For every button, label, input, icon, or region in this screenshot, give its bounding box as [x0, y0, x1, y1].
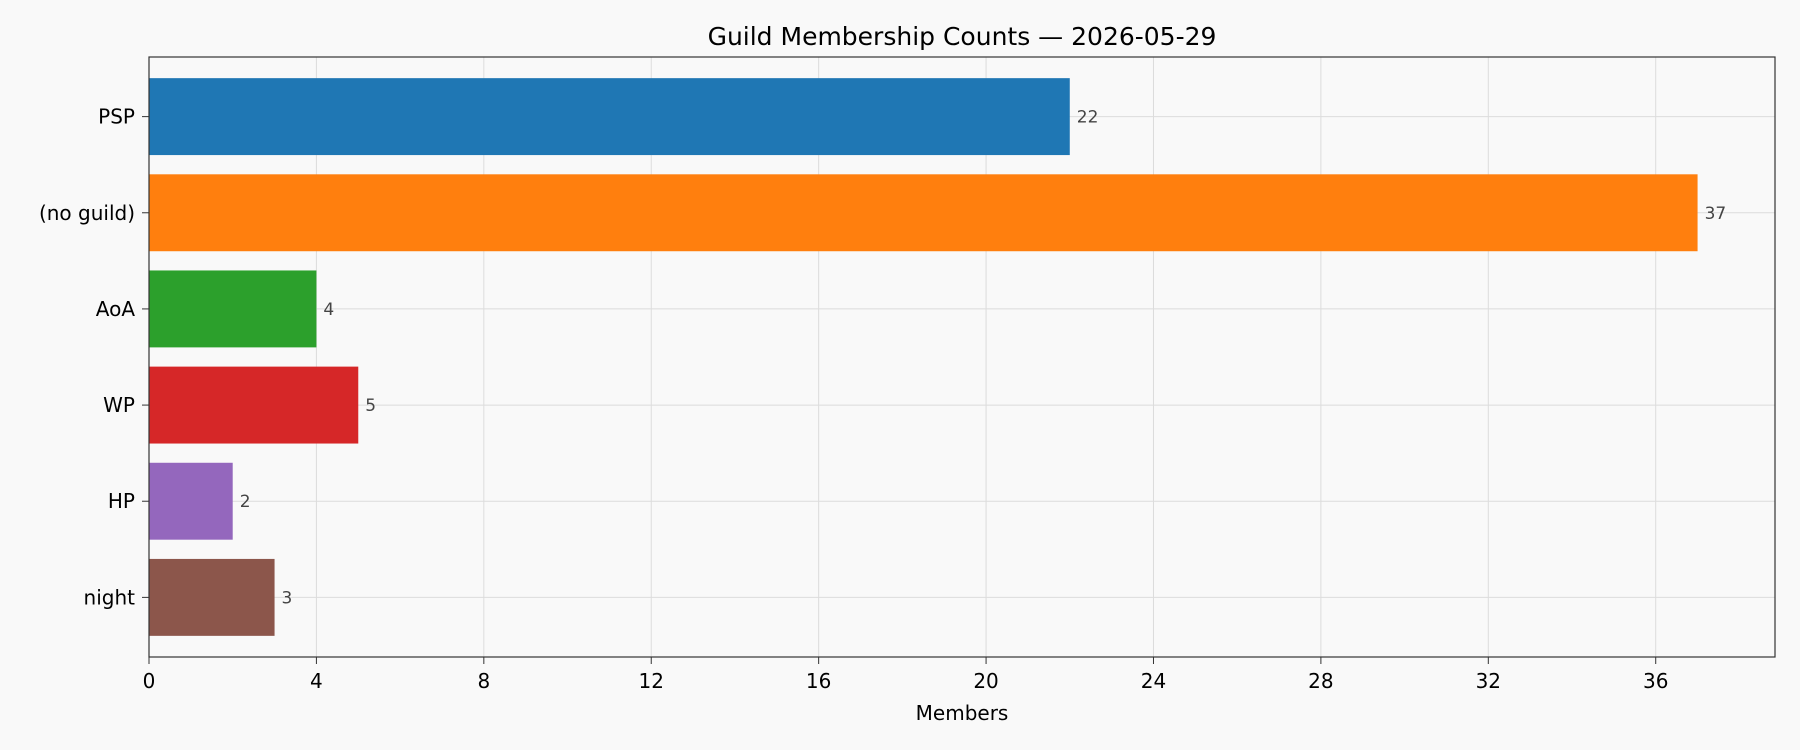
plot-frame	[148, 56, 1776, 658]
bar	[149, 366, 359, 444]
bar-value-label: 3	[282, 588, 293, 608]
y-tick-label: AoA	[96, 297, 136, 321]
plot-background	[149, 57, 1775, 657]
x-tick-label: 24	[1141, 669, 1166, 693]
y-tick-label: WP	[103, 393, 135, 417]
bar-value-label: 2	[240, 492, 251, 512]
x-tick-label: 0	[143, 669, 156, 693]
x-tick-label: 36	[1643, 669, 1668, 693]
bar-value-label: 4	[323, 300, 334, 320]
data-labels: 22 37 4 5 2 3	[240, 108, 1727, 609]
y-axis: PSP (no guild) AoA WP HP night	[39, 105, 149, 609]
y-tick-label: PSP	[98, 105, 135, 129]
bar	[149, 174, 1698, 252]
bar-value-label: 22	[1077, 108, 1099, 128]
bars	[149, 78, 1698, 636]
x-tick-label: 4	[310, 669, 323, 693]
bar	[149, 270, 317, 348]
y-tick-label: night	[84, 585, 136, 609]
x-axis: 0 4 8 12 16 20 24 28 32 36	[143, 657, 1668, 693]
bar	[149, 462, 233, 540]
bar-value-label: 37	[1705, 204, 1727, 224]
x-tick-label: 20	[973, 669, 998, 693]
x-tick-label: 12	[639, 669, 664, 693]
x-tick-label: 32	[1476, 669, 1501, 693]
y-tick-label: (no guild)	[39, 201, 135, 225]
bar	[149, 558, 275, 636]
x-axis-label: Members	[916, 701, 1009, 725]
bar	[149, 78, 1070, 156]
y-tick-label: HP	[108, 489, 135, 513]
x-tick-label: 16	[806, 669, 831, 693]
chart-title: Guild Membership Counts — 2026-05-29	[708, 22, 1217, 51]
x-tick-label: 28	[1308, 669, 1333, 693]
bar-value-label: 5	[365, 396, 376, 416]
x-tick-label: 8	[477, 669, 490, 693]
